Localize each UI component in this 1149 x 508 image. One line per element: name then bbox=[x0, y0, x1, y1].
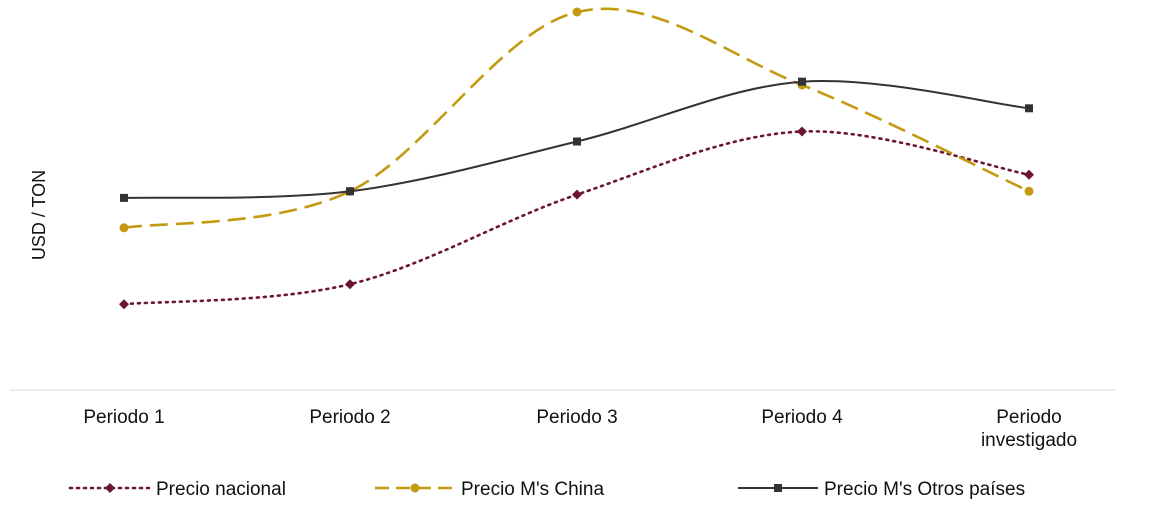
data-point-precio-nacional-5 bbox=[1024, 169, 1034, 180]
data-point-precio-m-s-china-3 bbox=[572, 7, 582, 17]
data-point-precio-m-s-otros-paises-5 bbox=[1025, 104, 1033, 113]
legend: Precio nacional Precio M's China Precio M'… bbox=[68, 479, 1025, 500]
data-point-precio-nacional-2 bbox=[345, 279, 355, 290]
series-layer bbox=[119, 7, 1034, 310]
data-point-precio-nacional-1 bbox=[119, 299, 129, 310]
series-precio-m-s-otros-paises bbox=[120, 77, 1033, 202]
data-point-precio-m-s-otros-paises-1 bbox=[120, 193, 128, 202]
legend-item-precio-m-s-china: Precio M's China bbox=[375, 479, 604, 500]
legend-item-precio-nacional: Precio nacional bbox=[68, 479, 286, 500]
series-precio-nacional bbox=[119, 126, 1034, 310]
data-point-precio-nacional-4 bbox=[797, 126, 807, 137]
data-point-precio-m-s-otros-paises-3 bbox=[573, 137, 581, 146]
legend-label-precio-m-s-otros-paises: Precio M's Otros países bbox=[824, 479, 1025, 500]
data-point-precio-m-s-china-5 bbox=[1024, 186, 1034, 196]
series-line-precio-nacional bbox=[122, 130, 1031, 306]
legend-item-precio-m-s-otros-paises: Precio M's Otros países bbox=[738, 479, 1025, 500]
x-tick-label: Periodo investigado bbox=[981, 407, 1077, 451]
x-tick-label: Periodo 3 bbox=[536, 407, 617, 428]
data-point-precio-nacional-3 bbox=[572, 189, 582, 200]
legend-marker-precio-m-s-otros-paises bbox=[774, 484, 782, 492]
legend-marker-precio-m-s-china bbox=[410, 483, 420, 493]
data-point-precio-m-s-otros-paises-2 bbox=[346, 187, 354, 196]
legend-marker-precio-nacional bbox=[105, 483, 115, 493]
data-point-precio-m-s-china-1 bbox=[119, 223, 129, 233]
data-point-precio-m-s-otros-paises-4 bbox=[798, 77, 806, 86]
x-tick-label: Periodo 4 bbox=[761, 407, 843, 428]
y-axis-label: USD / TON bbox=[29, 170, 49, 260]
x-tick-label: Periodo 1 bbox=[83, 407, 164, 428]
legend-label-precio-nacional: Precio nacional bbox=[156, 479, 286, 500]
x-tick-label: Periodo 2 bbox=[309, 407, 390, 428]
x-tick-labels: Periodo 1 Periodo 2 Periodo 3 Periodo 4 Peri… bbox=[83, 407, 1077, 451]
legend-label-precio-m-s-china: Precio M's China bbox=[461, 479, 604, 500]
